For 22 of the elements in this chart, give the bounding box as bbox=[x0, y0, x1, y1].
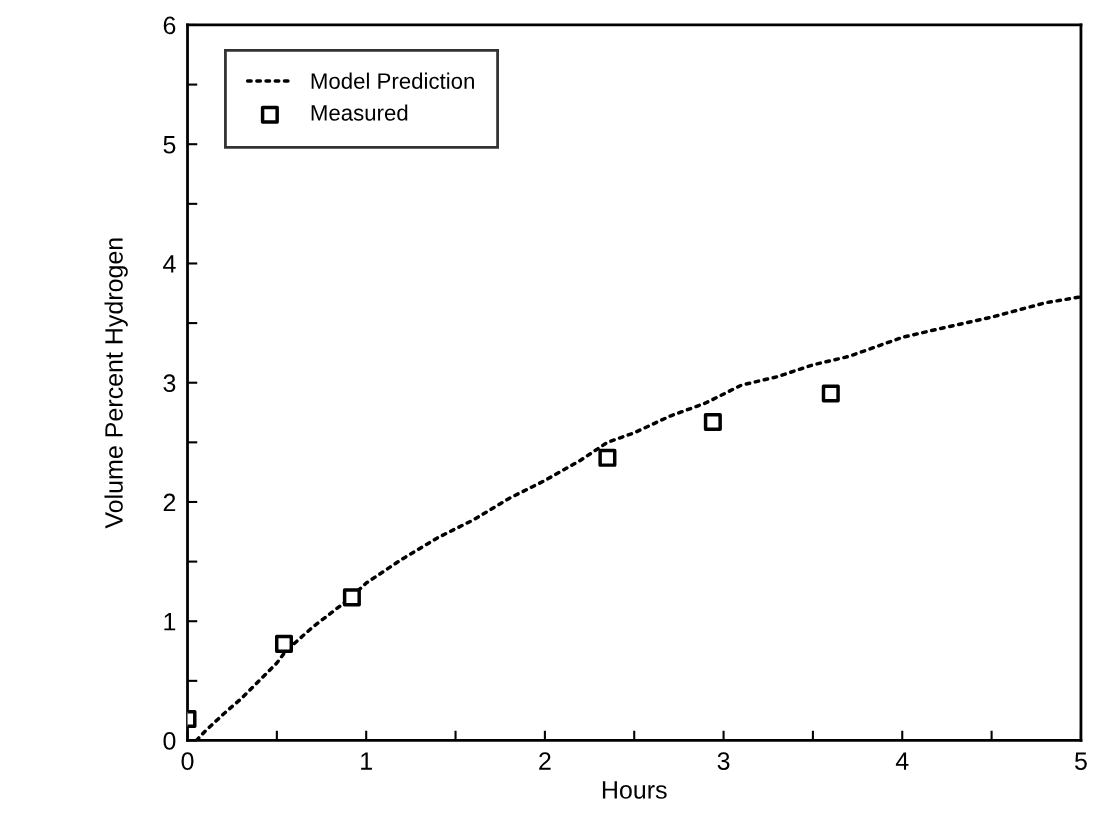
x-tick-label: 4 bbox=[895, 752, 909, 770]
y-tick-label: 0 bbox=[163, 732, 176, 750]
x-tick-label: 5 bbox=[1074, 752, 1087, 770]
y-tick-label: 5 bbox=[163, 136, 176, 154]
point bbox=[274, 634, 294, 653]
legend-label: Measured bbox=[311, 104, 408, 121]
point bbox=[598, 448, 617, 467]
point bbox=[821, 384, 840, 403]
x-tick-label: 1 bbox=[361, 752, 372, 770]
x-tick-label: 3 bbox=[717, 752, 730, 770]
y-tick-label: 3 bbox=[163, 374, 176, 393]
x-tick-label: 2 bbox=[539, 752, 551, 770]
y-tick-label: 1 bbox=[164, 613, 176, 631]
y-tick-label: 2 bbox=[163, 493, 176, 512]
point bbox=[703, 413, 722, 432]
x-tick-label: 0 bbox=[181, 752, 194, 770]
y-tick-label: 6 bbox=[163, 16, 176, 35]
y-axis-title: Volume Percent Hydrogen bbox=[104, 238, 128, 529]
y-tick-label: 4 bbox=[163, 255, 176, 273]
legend-label: Model Prediction bbox=[311, 72, 474, 89]
point bbox=[342, 588, 361, 607]
x-axis-title: Hours bbox=[602, 781, 667, 799]
